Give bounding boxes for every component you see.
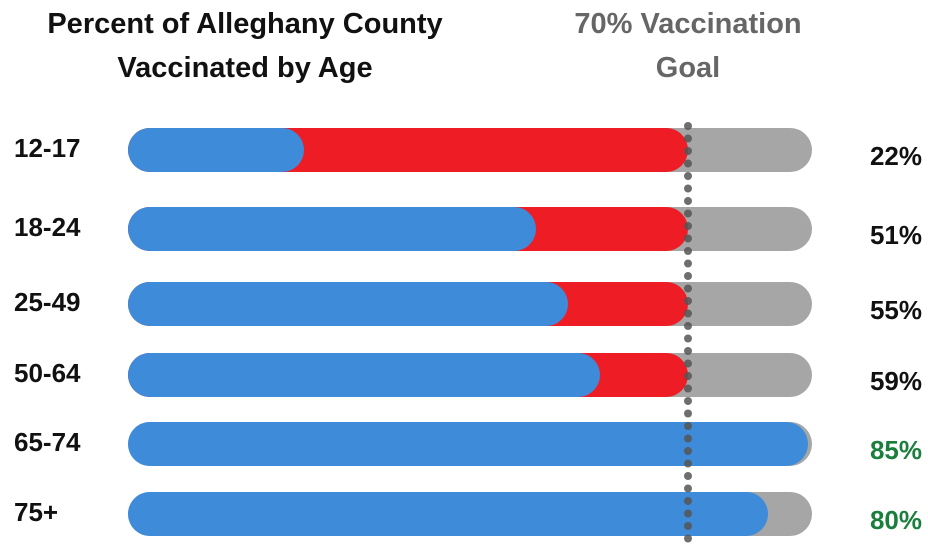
category-label: 65-74 [14, 427, 81, 457]
value-label: 80% [870, 505, 922, 535]
category-label: 50-64 [14, 358, 81, 388]
category-label: 18-24 [14, 212, 81, 242]
goal-label: 70% Vaccination Goal [574, 8, 802, 84]
bar [128, 282, 568, 326]
category-label: 12-17 [14, 133, 81, 163]
bar [128, 422, 808, 466]
value-label: 55% [870, 295, 922, 325]
value-label: 51% [870, 220, 922, 250]
bar [128, 353, 600, 397]
category-label: 25-49 [14, 287, 81, 317]
value-label: 85% [870, 435, 922, 465]
bar [128, 207, 536, 251]
value-label: 22% [870, 141, 922, 171]
category-label: 75+ [14, 497, 58, 527]
bar [128, 128, 304, 172]
chart-title: Percent of Alleghany County Vaccinated b… [47, 8, 443, 84]
bar [128, 492, 768, 536]
value-label: 59% [870, 366, 922, 396]
